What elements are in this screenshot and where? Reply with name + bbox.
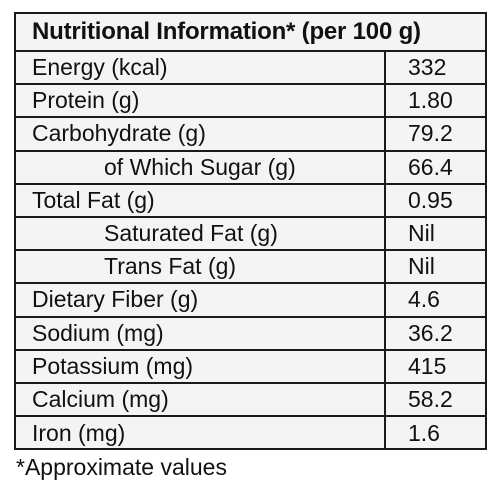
nutrient-label: Carbohydrate (g) (16, 118, 386, 150)
nutrient-value: 415 (408, 352, 447, 379)
nutrition-table: Nutritional Information* (per 100 g) Ene… (14, 12, 487, 451)
nutrient-value: 1.6 (408, 420, 440, 447)
table-row: Potassium (mg) 415 (16, 350, 485, 384)
table-row: Carbohydrate (g) 79.2 (16, 118, 485, 152)
nutrient-label: Sodium (mg) (16, 317, 386, 349)
nutrient-value: 36.2 (408, 319, 453, 346)
nutrient-label: Energy (kcal) (16, 52, 386, 84)
table-row: Saturated Fat (g) Nil (16, 217, 485, 252)
nutrient-value: Nil (408, 253, 435, 280)
table-row: Calcium (mg) 58.2 (16, 383, 485, 418)
nutrient-value: 0.95 (408, 186, 453, 213)
nutrient-label: Potassium (mg) (16, 350, 386, 382)
nutrient-value: 79.2 (408, 120, 453, 147)
nutrient-value: 58.2 (408, 385, 453, 412)
nutrient-value: Nil (408, 220, 435, 247)
table-row: Total Fat (g) 0.95 (16, 184, 485, 218)
nutrient-label: Calcium (mg) (16, 383, 386, 416)
table-row: Sodium (mg) 36.2 (16, 317, 485, 351)
nutrient-label: Protein (g) (16, 85, 386, 117)
nutrient-value: 4.6 (408, 286, 440, 313)
nutrient-label: Iron (mg) (16, 417, 386, 451)
nutrient-value: 1.80 (408, 87, 453, 114)
table-row: Iron (mg) 1.6 (16, 417, 485, 451)
table-row: Dietary Fiber (g) 4.6 (16, 284, 485, 318)
table-row: Trans Fat (g) Nil (16, 251, 485, 285)
nutrient-label: Dietary Fiber (g) (16, 284, 386, 316)
nutrient-value: 332 (408, 54, 447, 81)
nutrient-label: Total Fat (g) (16, 184, 386, 216)
table-title: Nutritional Information* (per 100 g) (16, 14, 485, 52)
footnote: *Approximate values (16, 454, 227, 480)
table-row: Protein (g) 1.80 (16, 85, 485, 119)
nutrition-rows: Energy (kcal) 332 Protein (g) 1.80 Carbo… (16, 52, 485, 451)
nutrient-label: of Which Sugar (g) (16, 151, 386, 183)
table-row: of Which Sugar (g) 66.4 (16, 151, 485, 185)
table-row: Energy (kcal) 332 (16, 52, 485, 86)
nutrient-label: Trans Fat (g) (16, 251, 386, 283)
nutrient-value: 66.4 (408, 153, 453, 180)
nutrient-label: Saturated Fat (g) (16, 217, 386, 250)
